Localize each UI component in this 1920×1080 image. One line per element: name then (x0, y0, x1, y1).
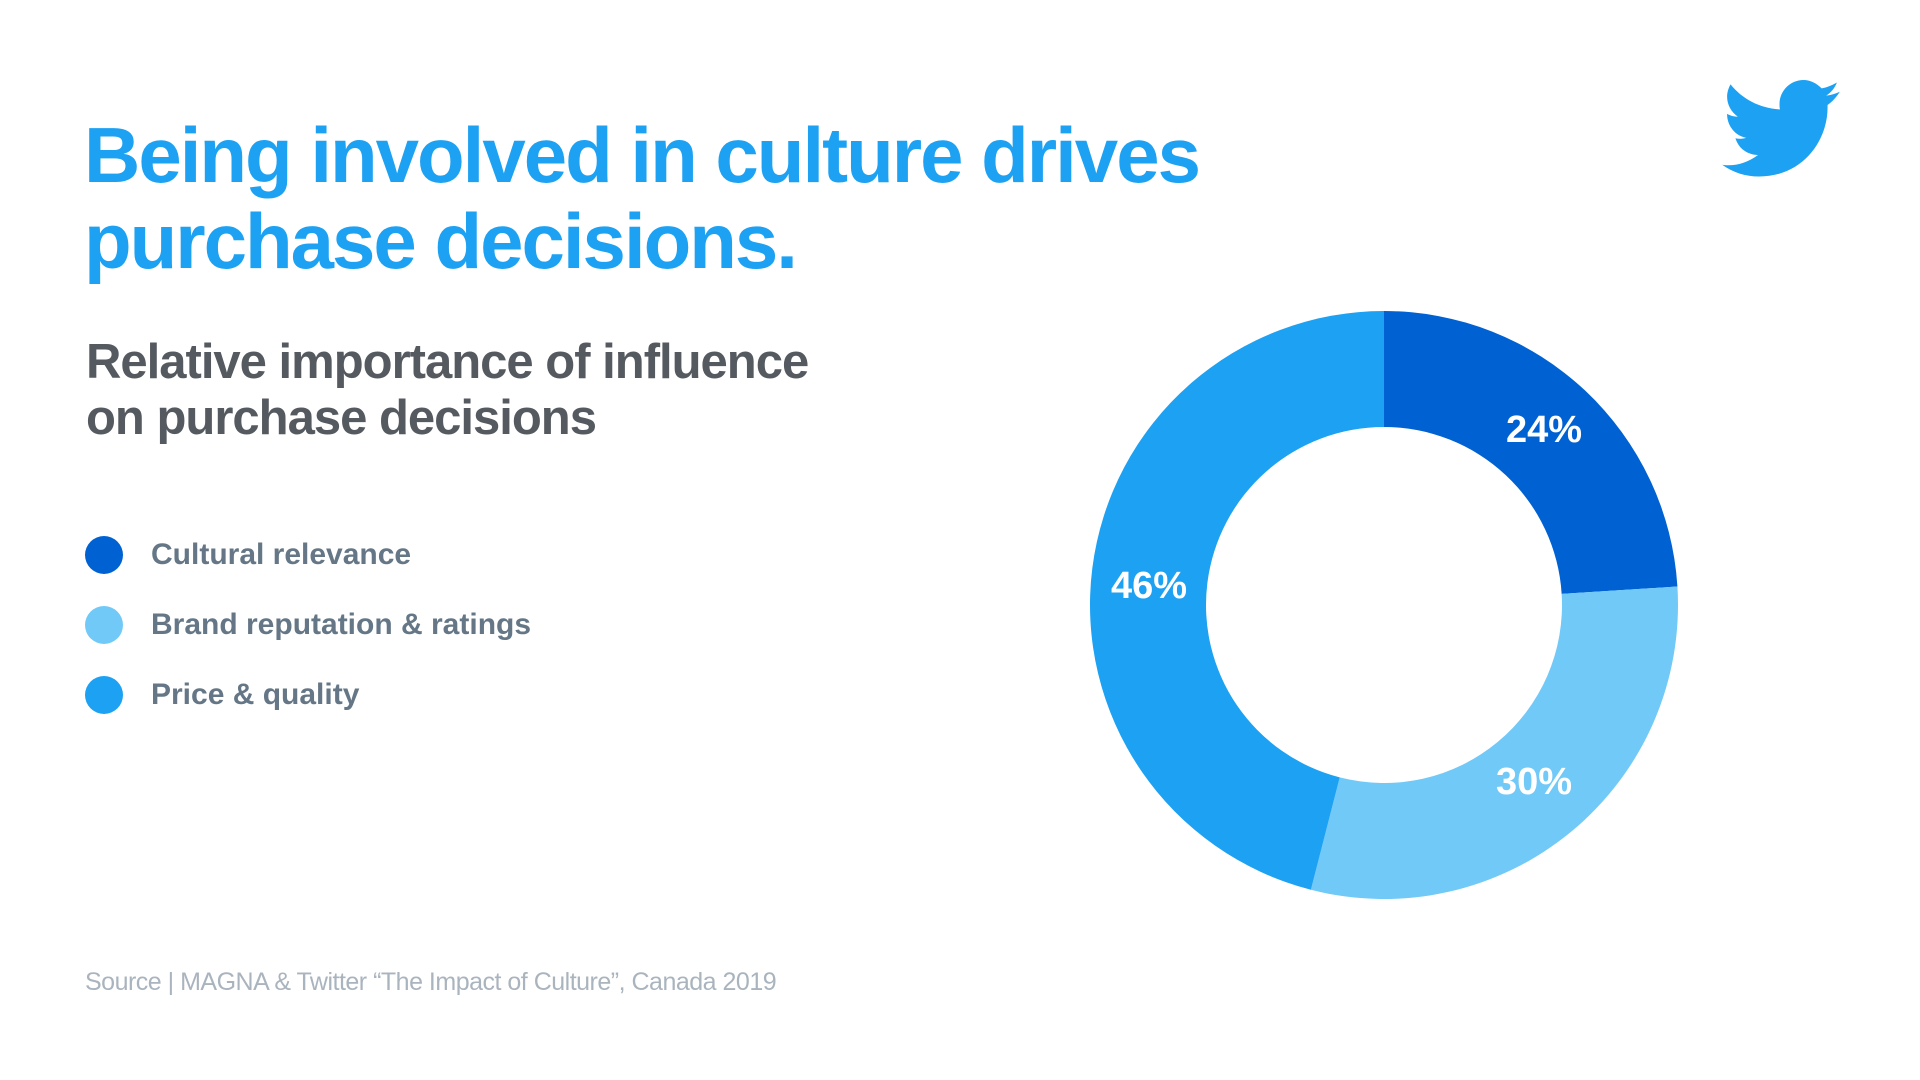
twitter-bird-icon (1722, 80, 1840, 177)
chart-title-line-1: Relative importance of influence (86, 335, 809, 389)
title-line-1: Being involved in culture drives (84, 111, 1201, 199)
donut-slice-3 (1090, 311, 1384, 890)
legend-label: Price & quality (151, 678, 360, 711)
legend-item-cultural-relevance: Cultural relevance (85, 520, 531, 590)
page-title: Being involved in culture drives purchas… (84, 111, 1201, 285)
legend-item-brand-reputation: Brand reputation & ratings (85, 590, 531, 660)
legend-item-price-quality: Price & quality (85, 660, 531, 730)
donut-slice-2 (1310, 586, 1678, 899)
legend-swatch (85, 536, 123, 574)
legend-swatch (85, 606, 123, 644)
legend-label: Brand reputation & ratings (151, 608, 532, 641)
donut-slice-1 (1384, 311, 1678, 594)
source-note: Source | MAGNA & Twitter “The Impact of … (85, 968, 777, 996)
data-label-1: 24% (1506, 409, 1582, 451)
chart-legend: Cultural relevance Brand reputation & ra… (85, 520, 531, 730)
chart-title-line-2: on purchase decisions (86, 391, 597, 445)
data-label-2: 30% (1496, 761, 1572, 803)
legend-label: Cultural relevance (151, 538, 412, 571)
legend-swatch (85, 676, 123, 714)
chart-title: Relative importance of influence on purc… (86, 334, 809, 446)
data-label-3: 46% (1111, 565, 1187, 607)
title-line-2: purchase decisions. (84, 197, 798, 285)
